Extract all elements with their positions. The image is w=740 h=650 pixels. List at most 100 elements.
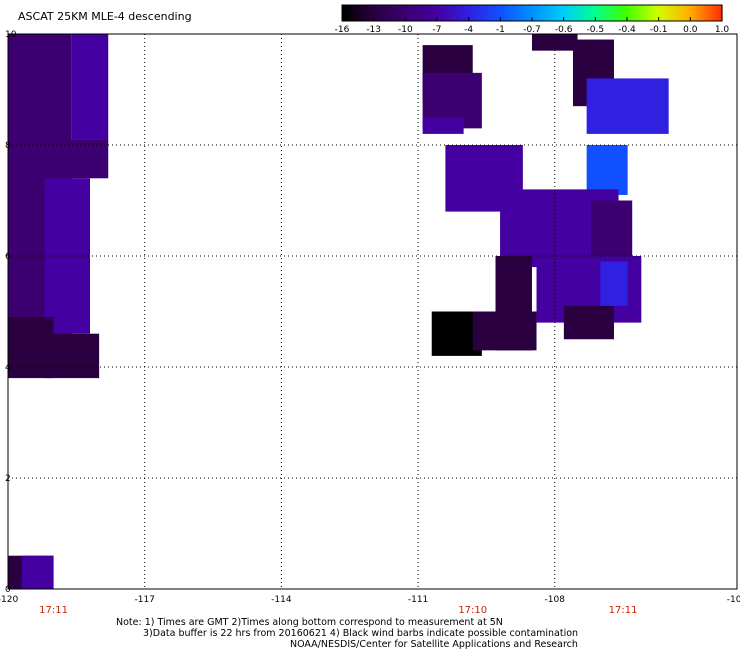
colorbar-segment — [582, 5, 585, 21]
x-tick-label: -104 — [727, 595, 740, 605]
colorbar-segment — [612, 5, 615, 21]
heatmap-cell — [586, 78, 669, 134]
colorbar-segment — [584, 5, 587, 21]
colorbar-segment — [524, 5, 527, 21]
heatmap-cell — [563, 305, 614, 340]
colorbar-segment — [486, 5, 489, 21]
colorbar-segment — [424, 5, 427, 21]
colorbar-segment — [682, 5, 685, 21]
colorbar-segment — [534, 5, 537, 21]
colorbar-segment — [680, 5, 683, 21]
colorbar-segment — [672, 5, 675, 21]
colorbar-segment — [622, 5, 625, 21]
colorbar-segment — [642, 5, 645, 21]
colorbar-segment — [476, 5, 479, 21]
colorbar-segment — [666, 5, 669, 21]
colorbar-segment — [354, 5, 357, 21]
colorbar-segment — [482, 5, 485, 21]
colorbar-segment — [690, 5, 693, 21]
colorbar-segment — [626, 5, 629, 21]
colorbar-segment — [632, 5, 635, 21]
colorbar-segment — [698, 5, 701, 21]
colorbar-segment — [516, 5, 519, 21]
colorbar-segment — [624, 5, 627, 21]
colorbar-segment — [660, 5, 663, 21]
colorbar-segment — [368, 5, 371, 21]
colorbar-segment — [388, 5, 391, 21]
colorbar-segment — [458, 5, 461, 21]
colorbar-segment — [708, 5, 711, 21]
colorbar-segment — [512, 5, 515, 21]
colorbar-segment — [434, 5, 437, 21]
colorbar-segment — [436, 5, 439, 21]
colorbar-segment — [426, 5, 429, 21]
colorbar-segment — [378, 5, 381, 21]
colorbar-segment — [452, 5, 455, 21]
colorbar-segment — [470, 5, 473, 21]
colorbar-segment — [544, 5, 547, 21]
colorbar-segment — [604, 5, 607, 21]
colorbar-tick-label: 1.0 — [715, 25, 730, 35]
colorbar-segment — [350, 5, 353, 21]
time-label: 17:10 — [458, 605, 487, 616]
colorbar-segment — [562, 5, 565, 21]
colorbar-segment — [554, 5, 557, 21]
colorbar-segment — [714, 5, 717, 21]
colorbar-segment — [590, 5, 593, 21]
colorbar-segment — [498, 5, 501, 21]
y-tick-label: 2 — [5, 474, 11, 484]
colorbar-segment — [488, 5, 491, 21]
colorbar-segment — [592, 5, 595, 21]
colorbar-segment — [636, 5, 639, 21]
y-tick-label: 6 — [5, 252, 11, 262]
colorbar-segment — [558, 5, 561, 21]
y-tick-label: 10 — [5, 30, 17, 40]
colorbar-segment — [392, 5, 395, 21]
colorbar-tick-label: -16 — [335, 25, 350, 35]
colorbar-segment — [676, 5, 679, 21]
colorbar-segment — [362, 5, 365, 21]
colorbar-segment — [418, 5, 421, 21]
heatmap-cell — [71, 34, 109, 140]
colorbar-segment — [564, 5, 567, 21]
colorbar-tick-label: -0.6 — [555, 25, 573, 35]
colorbar-segment — [704, 5, 707, 21]
x-tick-label: -108 — [545, 595, 566, 605]
colorbar-tick-label: -7 — [433, 25, 442, 35]
colorbar-segment — [468, 5, 471, 21]
colorbar-segment — [620, 5, 623, 21]
colorbar-segment — [366, 5, 369, 21]
colorbar-segment — [574, 5, 577, 21]
plot-frame — [7, 33, 738, 590]
colorbar-segment — [606, 5, 609, 21]
colorbar-segment — [586, 5, 589, 21]
colorbar-segment — [580, 5, 583, 21]
y-axis-ticks: 0 2 4 6 8 10 — [5, 30, 17, 595]
colorbar-segment — [552, 5, 555, 21]
colorbar-segment — [384, 5, 387, 21]
colorbar-segment — [648, 5, 651, 21]
heatmap-cell — [44, 333, 100, 379]
time-label: 17:11 — [609, 605, 638, 616]
colorbar-segment — [506, 5, 509, 21]
colorbar-segment — [528, 5, 531, 21]
colorbar-tick-label: -10 — [398, 25, 413, 35]
colorbar-segment — [656, 5, 659, 21]
colorbar-segment — [494, 5, 497, 21]
colorbar-segment — [594, 5, 597, 21]
colorbar-segment — [674, 5, 677, 21]
colorbar-segment — [466, 5, 469, 21]
heatmap-cell — [586, 145, 628, 195]
colorbar-segment — [412, 5, 415, 21]
colorbar-segment — [596, 5, 599, 21]
heatmap-cell — [21, 555, 54, 589]
colorbar-segment — [376, 5, 379, 21]
colorbar-segment — [444, 5, 447, 21]
colorbar-segment — [610, 5, 613, 21]
colorbar-segment — [352, 5, 355, 21]
colorbar-tick-label: 0.0 — [683, 25, 698, 35]
colorbar-segment — [346, 5, 349, 21]
grid-lines — [8, 34, 737, 589]
colorbar-segment — [720, 5, 723, 21]
note-line-1: Note: 1) Times are GMT 2)Times along bot… — [116, 617, 503, 628]
